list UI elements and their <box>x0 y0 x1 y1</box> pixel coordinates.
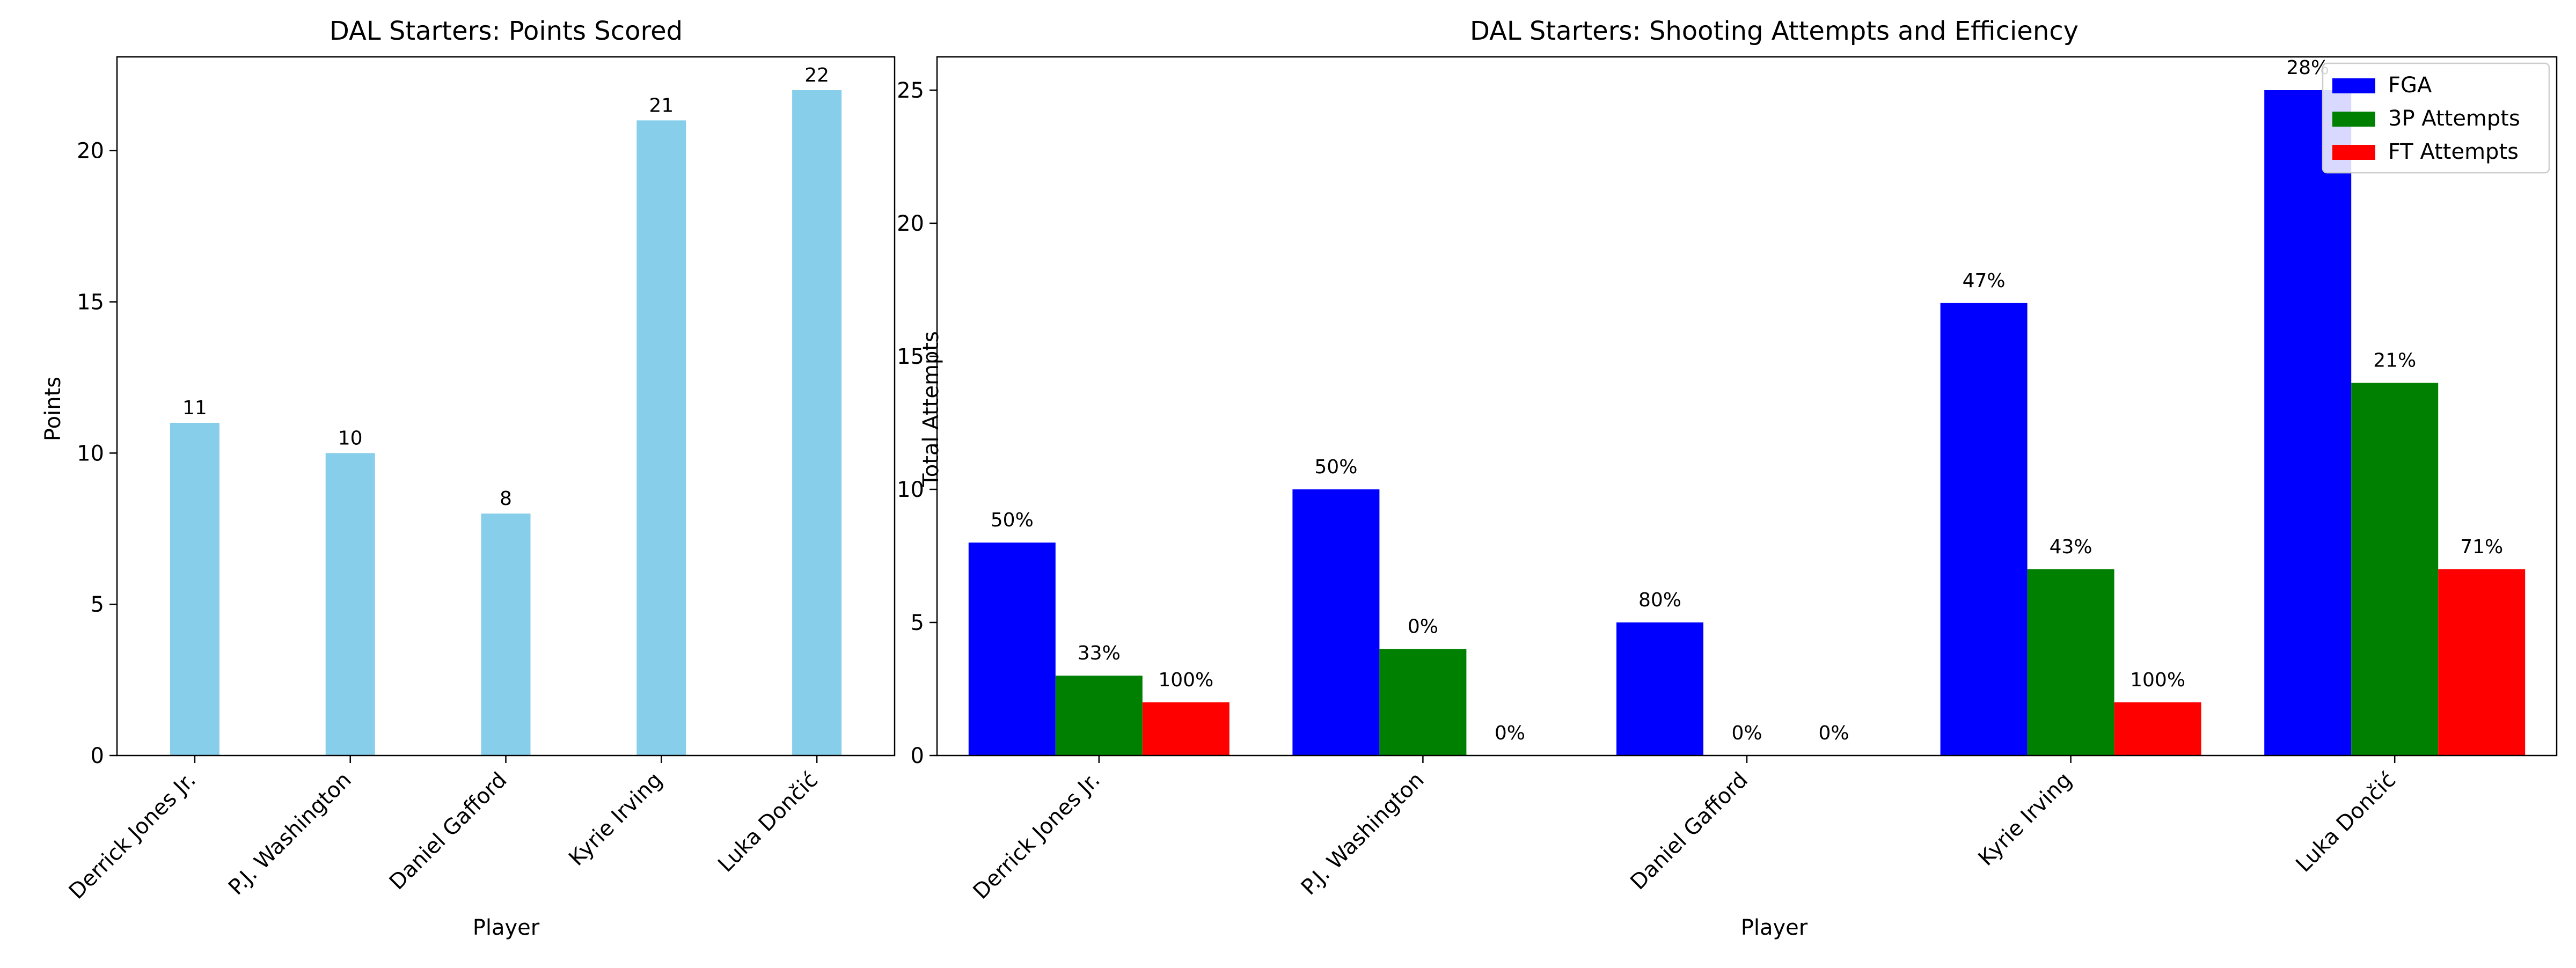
y-tick-label: 15 <box>77 290 104 315</box>
shooting-data-label: 0% <box>1731 722 1762 744</box>
points-data-label: 21 <box>649 94 674 116</box>
y-axis-label-points: Points <box>41 377 65 441</box>
chart-title-points: DAL Starters: Points Scored <box>330 16 683 46</box>
shooting-data-label: 47% <box>1963 270 2006 292</box>
shooting-bar-series-1 <box>2027 569 2114 756</box>
shooting-data-label: 21% <box>2373 350 2416 372</box>
y-tick-label: 20 <box>897 211 924 236</box>
shooting-data-label: 50% <box>1314 456 1357 478</box>
y-tick-label: 15 <box>897 344 924 369</box>
shooting-bar-series-1 <box>1055 676 1143 756</box>
shooting-bar-series-2 <box>2438 569 2526 756</box>
y-tick-label: 10 <box>77 441 104 466</box>
points-bar <box>170 423 219 756</box>
shooting-data-label: 0% <box>1495 722 1525 744</box>
shooting-bar-series-1 <box>1379 649 1467 756</box>
shooting-data-label: 0% <box>1408 616 1438 638</box>
legend-swatch <box>2332 112 2375 127</box>
shooting-bar-series-0 <box>2264 90 2352 756</box>
points-data-label: 11 <box>182 397 207 419</box>
legend-swatch <box>2332 145 2375 160</box>
shooting-data-label: 43% <box>2050 536 2092 558</box>
shooting-data-label: 0% <box>1818 722 1849 744</box>
points-bar <box>636 120 686 756</box>
y-tick-label: 0 <box>911 744 924 768</box>
legend: FGA 3P Attempts FT Attempts <box>2322 62 2550 174</box>
y-tick-label: 0 <box>91 744 104 768</box>
shooting-bar-series-0 <box>968 542 1056 756</box>
x-axis-label-shooting: Player <box>1741 915 1808 940</box>
points-bar <box>481 514 531 756</box>
shooting-data-label: 71% <box>2460 536 2503 558</box>
y-tick-label: 5 <box>911 611 924 635</box>
legend-box <box>2322 62 2550 174</box>
points-data-label: 22 <box>804 64 829 86</box>
shooting-bar-series-0 <box>1292 489 1380 756</box>
shooting-data-label: 33% <box>1078 642 1121 664</box>
y-tick-label: 25 <box>897 78 924 103</box>
shooting-bar-series-0 <box>1940 303 2028 756</box>
y-tick-label: 5 <box>91 592 104 617</box>
points-data-label: 10 <box>338 427 363 449</box>
legend-entry: FT Attempts <box>2388 140 2519 164</box>
shooting-data-label: 50% <box>991 509 1034 531</box>
y-tick-label: 20 <box>77 139 104 164</box>
points-bar <box>325 453 375 756</box>
legend-swatch <box>2332 78 2375 93</box>
points-bar <box>792 90 842 756</box>
shooting-bar-series-2 <box>1142 702 1230 756</box>
shooting-bar-series-1 <box>2351 383 2439 756</box>
y-tick-label: 10 <box>897 478 924 502</box>
shooting-data-label: 100% <box>1158 669 1213 691</box>
x-axis-label-points: Player <box>473 915 540 940</box>
chart-title-shooting: DAL Starters: Shooting Attempts and Effi… <box>1470 16 2079 46</box>
y-axis-label-shooting: Total Attempts <box>919 331 943 487</box>
shooting-data-label: 100% <box>2130 669 2185 691</box>
legend-entry: FGA <box>2388 73 2432 98</box>
shooting-bar-series-2 <box>2114 702 2201 756</box>
points-data-label: 8 <box>500 488 512 510</box>
shooting-data-label: 80% <box>1638 589 1681 611</box>
shooting-bar-series-0 <box>1616 622 1703 756</box>
legend-entry: 3P Attempts <box>2388 106 2520 131</box>
